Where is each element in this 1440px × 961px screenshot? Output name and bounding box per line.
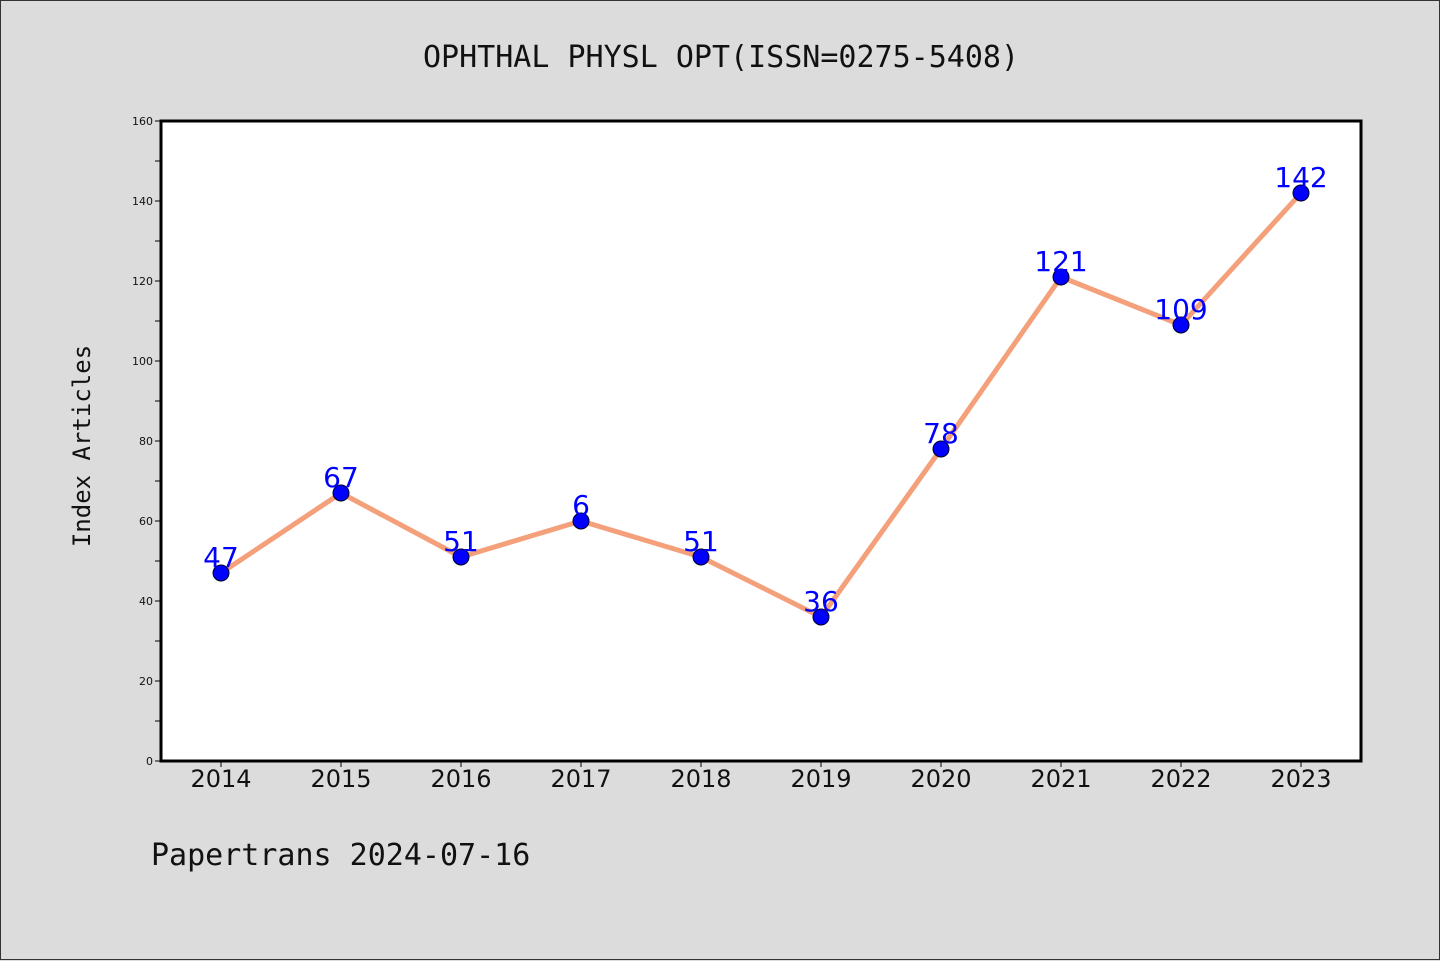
- chart-title: OPHTHAL PHYSL OPT(ISSN=0275-5408): [423, 40, 1019, 75]
- x-tick-label: 2021: [1030, 765, 1091, 793]
- data-point: [932, 440, 950, 458]
- x-tick-label: 2016: [430, 765, 491, 793]
- y-tick-label: 0: [146, 755, 153, 768]
- x-tick-label: 2020: [910, 765, 971, 793]
- data-point: [812, 608, 830, 626]
- data-label: 67: [323, 461, 359, 494]
- data-point: [1052, 268, 1070, 286]
- series-line: [218, 190, 1304, 620]
- tick-labels: 0 20 40 60 80 100 120 140 160 2014 2015 2016 2017 201…: [132, 115, 1332, 793]
- data-label: 51: [683, 525, 719, 558]
- y-tick-label: 80: [139, 435, 153, 448]
- x-tick-label: 2023: [1270, 765, 1331, 793]
- y-tick-label: 140: [132, 195, 153, 208]
- plot-area: [161, 121, 1361, 761]
- data-label: 78: [923, 417, 959, 450]
- data-point: [452, 548, 470, 566]
- y-tick-label: 160: [132, 115, 153, 128]
- y-tick-label: 20: [139, 675, 153, 688]
- x-tick-label: 2022: [1150, 765, 1211, 793]
- data-point: [572, 512, 590, 530]
- footer-text: Papertrans 2024-07-16: [151, 838, 530, 873]
- y-tick-label: 100: [132, 355, 153, 368]
- data-label: 51: [443, 525, 479, 558]
- y-axis-label: Index Articles: [68, 345, 96, 547]
- data-label: 109: [1154, 293, 1207, 326]
- data-point: [692, 548, 710, 566]
- x-tick-label: 2019: [790, 765, 851, 793]
- data-label-layer: 47 67 51 6 51 36 78 121 109 142: [203, 161, 1328, 618]
- data-point: [1172, 316, 1190, 334]
- x-tick-label: 2018: [670, 765, 731, 793]
- y-tick-label: 40: [139, 595, 153, 608]
- data-label: 121: [1034, 245, 1087, 278]
- data-point: [212, 564, 230, 582]
- data-point: [332, 484, 350, 502]
- data-label: 6: [572, 489, 590, 522]
- x-tick-label: 2017: [550, 765, 611, 793]
- series-layer: [212, 184, 1310, 626]
- x-tick-label: 2014: [190, 765, 251, 793]
- data-point: [1292, 184, 1310, 202]
- data-label: 142: [1274, 161, 1327, 194]
- y-tick-label: 60: [139, 515, 153, 528]
- plot-border: [159, 119, 1363, 763]
- x-tick-label: 2015: [310, 765, 371, 793]
- data-label: 36: [803, 585, 839, 618]
- y-tick-label: 120: [132, 275, 153, 288]
- data-label: 47: [203, 541, 239, 574]
